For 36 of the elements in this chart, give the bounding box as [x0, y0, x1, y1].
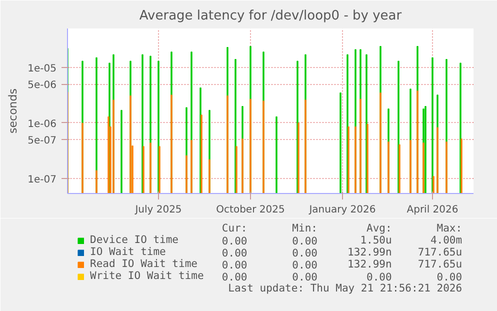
text: 0.00 — [292, 248, 318, 260]
legend-label: Read IO Wait time — [90, 258, 198, 270]
text: Cur: — [222, 222, 248, 234]
y-tick-label: 1e-06 — [28, 118, 57, 130]
x-tick-label: October 2025 — [216, 204, 285, 216]
text: 0.00 — [222, 260, 248, 272]
text: 132.99n — [348, 246, 392, 258]
y-axis-title: seconds — [6, 88, 20, 134]
legend-label: Write IO Wait time — [90, 270, 204, 282]
text: 0.00 — [222, 236, 248, 248]
text: 717.65u — [418, 258, 462, 270]
text: 132.99n — [348, 258, 392, 270]
y-tick-label: 1e-07 — [28, 174, 57, 186]
x-tick-label: July 2025 — [134, 204, 182, 216]
x-tick-label: January 2026 — [308, 204, 376, 216]
chart-title: Average latency for /dev/loop0 - by year — [139, 8, 402, 24]
text: 1.50u — [360, 234, 392, 246]
x-tick-label: April 2026 — [406, 204, 458, 216]
text: 717.65u — [418, 246, 462, 258]
y-tick-label: 5e-06 — [28, 80, 57, 92]
text: 0.00 — [366, 272, 392, 284]
text: 0.00 — [222, 248, 248, 260]
text: 0.00 — [292, 260, 318, 272]
legend-label: IO Wait time — [90, 246, 166, 258]
text: 0.00 — [292, 236, 318, 248]
text: Min: — [292, 222, 318, 234]
text: Last update: Thu May 21 21:56:21 2026 — [228, 282, 462, 294]
text: Max: — [436, 222, 462, 234]
text: Avg: — [366, 222, 392, 234]
y-tick-label: 1e-05 — [28, 63, 57, 74]
text: 0.00 — [292, 272, 318, 284]
legend-label: Device IO time — [90, 234, 179, 246]
text: 0.00 — [436, 272, 462, 284]
text: 0.00 — [222, 272, 248, 284]
text: 4.00m — [430, 234, 462, 246]
y-tick-label: 5e-07 — [28, 136, 57, 147]
